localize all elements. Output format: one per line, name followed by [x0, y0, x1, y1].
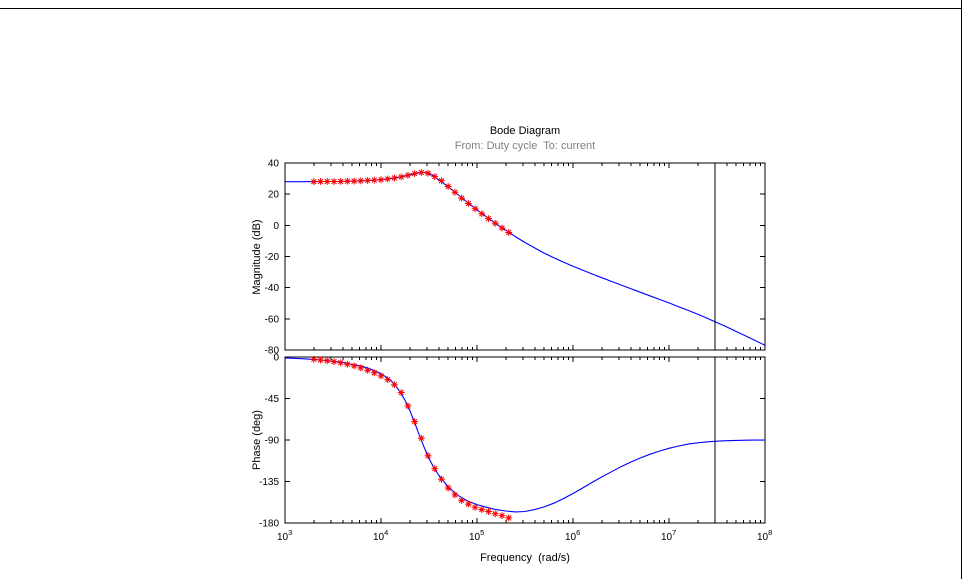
- phase-axes: 103 104 105 106 107 108 0 -45 -90 -135 -180: [259, 353, 772, 544]
- phase-axis-label: Phase (deg): [251, 410, 263, 470]
- x-tick-label: 108: [757, 528, 772, 543]
- y-tick-label: -135: [259, 477, 279, 488]
- y-tick-label: -45: [265, 394, 280, 405]
- y-tick-label: -40: [265, 283, 280, 294]
- phase-model-line: [284, 357, 766, 513]
- y-tick-label: 0: [273, 221, 279, 232]
- y-tick-label: -180: [259, 519, 279, 530]
- frequency-axis-label: Frequency (rad/s): [480, 552, 570, 564]
- page-border-right: [961, 0, 962, 579]
- y-tick-label: -20: [265, 252, 280, 263]
- figure-title: Bode Diagram: [489, 125, 561, 137]
- magnitude-estimation-markers: [310, 169, 513, 236]
- y-tick-label: 40: [268, 159, 280, 170]
- phase-estimation-markers: [310, 355, 513, 522]
- magnitude-axes: 40 20 0 -20 -40 -60 -80: [265, 159, 766, 357]
- x-tick-label: 105: [469, 528, 484, 543]
- x-tick-label: 103: [277, 528, 292, 543]
- page-border-top: [0, 8, 962, 9]
- magnitude-axis-label: Magnitude (dB): [251, 219, 263, 295]
- y-tick-label: 20: [268, 190, 280, 201]
- figure-subtitle: From: Duty cycle To: current: [454, 140, 596, 152]
- y-tick-label: -60: [265, 314, 280, 325]
- y-tick-label: -90: [265, 436, 280, 447]
- x-tick-label: 107: [661, 528, 676, 543]
- x-tick-label: 104: [373, 528, 388, 543]
- x-tick-label: 106: [565, 528, 580, 543]
- y-tick-label: -80: [265, 346, 280, 357]
- y-tick-label: 0: [273, 353, 279, 364]
